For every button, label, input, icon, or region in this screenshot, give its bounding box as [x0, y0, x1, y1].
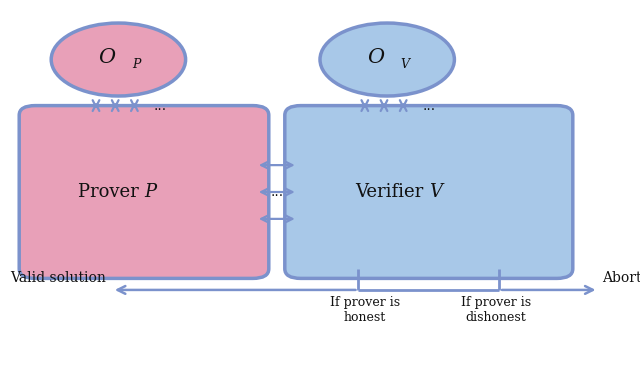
Text: ...: ... — [270, 185, 284, 199]
Text: If prover is
dishonest: If prover is dishonest — [461, 296, 531, 324]
Text: V: V — [429, 183, 442, 201]
Text: ...: ... — [154, 99, 167, 113]
Text: O: O — [367, 48, 384, 67]
FancyBboxPatch shape — [19, 106, 269, 278]
FancyBboxPatch shape — [285, 106, 573, 278]
Text: Prover: Prover — [77, 183, 144, 201]
Text: ...: ... — [422, 99, 436, 113]
Text: P: P — [132, 58, 141, 71]
Text: O: O — [99, 48, 115, 67]
Text: V: V — [401, 58, 410, 71]
Text: Verifier: Verifier — [355, 183, 429, 201]
Text: P: P — [144, 183, 156, 201]
Ellipse shape — [51, 23, 186, 96]
Text: If prover is
honest: If prover is honest — [330, 296, 400, 324]
Text: Abort: Abort — [602, 271, 640, 285]
Ellipse shape — [320, 23, 454, 96]
Text: Valid solution: Valid solution — [10, 271, 106, 285]
